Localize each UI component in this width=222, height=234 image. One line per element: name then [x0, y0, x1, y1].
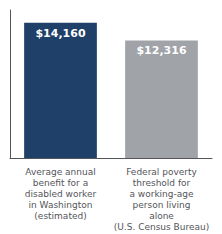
svg-text:Average annual: Average annual — [25, 167, 95, 177]
svg-text:a working-age: a working-age — [129, 189, 194, 199]
svg-text:benefit for a: benefit for a — [33, 178, 88, 188]
svg-text:(estimated): (estimated) — [34, 211, 86, 221]
svg-text:threshold for: threshold for — [133, 178, 191, 188]
svg-text:$14,160: $14,160 — [35, 27, 85, 40]
svg-text:Federal poverty: Federal poverty — [126, 167, 197, 177]
svg-text:person living: person living — [133, 200, 191, 210]
svg-text:(U.S. Census Bureau): (U.S. Census Bureau) — [114, 222, 210, 232]
svg-text:$12,316: $12,316 — [136, 44, 186, 57]
svg-text:alone: alone — [149, 211, 174, 221]
svg-text:in Washington: in Washington — [29, 200, 93, 210]
svg-text:disabled worker: disabled worker — [25, 189, 97, 199]
